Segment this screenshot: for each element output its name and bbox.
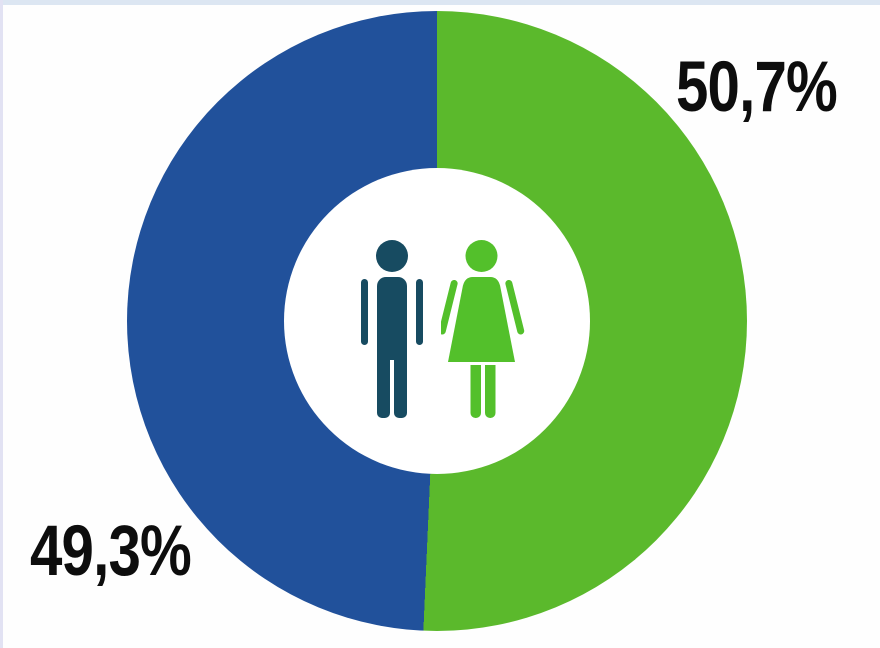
slice-label-blue: 49,3% [30,512,192,591]
left-edge-strip [0,0,3,648]
female-figure-icon [441,237,525,421]
top-edge-strip [0,0,880,5]
gender-icons-group [357,237,527,421]
slice-label-green: 50,7% [676,48,838,127]
male-figure-icon [357,237,423,421]
donut-hole [284,168,590,474]
